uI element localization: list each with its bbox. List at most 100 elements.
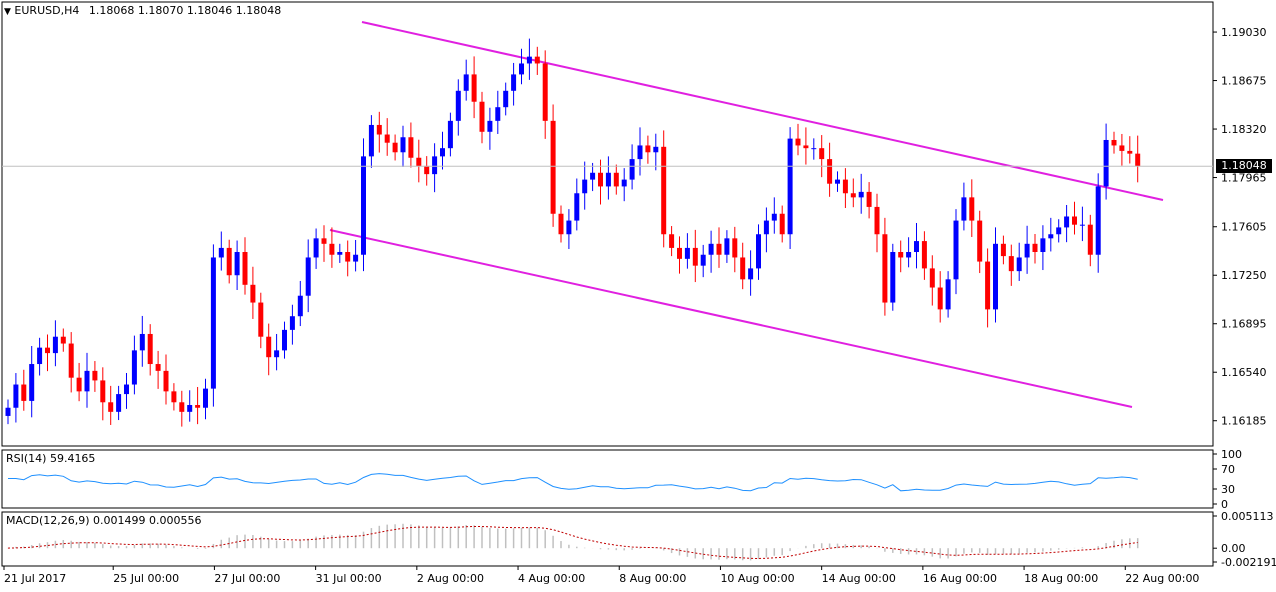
candle-body <box>827 159 833 184</box>
candle-body <box>700 254 706 266</box>
candle-body <box>155 364 161 371</box>
dropdown-triangle-icon[interactable]: ▼ <box>4 7 11 17</box>
candle-body <box>1135 153 1141 166</box>
candle-body <box>234 252 240 276</box>
candle-body <box>487 120 493 132</box>
candle-body <box>384 134 390 143</box>
candle-body <box>297 295 303 317</box>
candle-body <box>147 333 153 365</box>
candle-body <box>376 124 382 135</box>
candle-body <box>313 238 319 258</box>
price-tick-label: 1.19030 <box>1221 26 1267 39</box>
candle-body <box>503 90 509 108</box>
candle-body <box>471 74 477 102</box>
rsi-tick-label: 100 <box>1221 448 1242 461</box>
candle-body <box>835 179 840 184</box>
candle-body <box>345 252 351 262</box>
macd-tick-label: 0.00 <box>1221 542 1246 555</box>
candle-body <box>321 238 327 244</box>
candle-body <box>598 172 603 187</box>
candle-body <box>629 159 635 180</box>
price-tick-label: 1.18675 <box>1221 75 1267 88</box>
candle-body <box>218 247 224 258</box>
time-tick-label: 14 Aug 00:00 <box>822 572 896 585</box>
candle-body <box>353 254 359 262</box>
price-tick-label: 1.16185 <box>1221 415 1267 428</box>
candle-body <box>937 287 943 310</box>
candle-body <box>692 247 698 266</box>
price-tick-label: 1.16540 <box>1221 366 1267 379</box>
candle-body <box>266 336 272 358</box>
candle-body <box>985 261 991 310</box>
time-tick-label: 16 Aug 00:00 <box>923 572 997 585</box>
candle-body <box>1064 216 1070 228</box>
candle-body <box>890 252 896 303</box>
candle-body <box>1072 216 1077 225</box>
candle-body <box>416 157 422 166</box>
macd-title: MACD(12,26,9) 0.001499 0.000556 <box>6 514 202 527</box>
candle-body <box>842 179 848 194</box>
candle-body <box>1040 238 1046 253</box>
candle-body <box>131 350 137 385</box>
time-tick-label: 22 Aug 00:00 <box>1125 572 1199 585</box>
current-price-badge: 1.18048 <box>1216 159 1272 174</box>
candle-body <box>226 247 232 276</box>
candle-body <box>582 179 588 194</box>
candle-body <box>274 350 280 358</box>
time-tick-label: 31 Jul 00:00 <box>316 572 382 585</box>
candle-body <box>708 243 714 255</box>
candle-body <box>1111 139 1117 146</box>
price-tick-label: 1.17965 <box>1221 172 1267 185</box>
candle-body <box>455 90 461 121</box>
time-tick-label: 2 Aug 00:00 <box>417 572 484 585</box>
candle-body <box>850 193 856 198</box>
rsi-tick-label: 0 <box>1221 498 1228 511</box>
candle-body <box>866 191 872 207</box>
candle-body <box>282 329 287 351</box>
candle-body <box>795 138 801 146</box>
candle-body <box>305 257 311 296</box>
candle-body <box>882 234 888 303</box>
candlestick-series <box>5 38 1141 427</box>
candle-body <box>329 243 335 255</box>
candle-body <box>392 142 398 153</box>
candle-body <box>432 156 438 175</box>
candle-body <box>605 172 611 187</box>
candle-body <box>613 172 619 187</box>
candle-body <box>242 252 248 285</box>
candle-body <box>945 279 951 310</box>
rsi-line <box>8 473 1138 492</box>
candle-body <box>187 405 193 412</box>
time-tick-label: 8 Aug 00:00 <box>619 572 686 585</box>
candle-body <box>1000 243 1006 257</box>
candle-body <box>258 302 264 337</box>
candle-body <box>558 213 564 235</box>
candle-body <box>574 193 580 221</box>
price-tick-label: 1.17605 <box>1221 221 1267 234</box>
candle-body <box>669 234 675 248</box>
time-tick-label: 18 Aug 00:00 <box>1024 572 1098 585</box>
time-tick-label: 25 Jul 00:00 <box>113 572 179 585</box>
candle-body <box>969 197 975 221</box>
time-tick-label: 4 Aug 00:00 <box>518 572 585 585</box>
candle-body <box>542 63 548 121</box>
candle-body <box>45 347 50 354</box>
candle-body <box>210 257 216 389</box>
rsi-tick-label: 70 <box>1221 463 1235 476</box>
time-tick-label: 27 Jul 00:00 <box>214 572 280 585</box>
candle-body <box>179 402 185 412</box>
main-chart-title: ▼ EURUSD,H4 1.18068 1.18070 1.18046 1.18… <box>4 4 281 17</box>
candle-body <box>763 220 769 235</box>
candle-body <box>874 206 880 235</box>
candle-body <box>811 148 817 150</box>
candle-body <box>37 347 43 365</box>
candle-body <box>645 145 651 153</box>
macd-signal-line <box>7 526 1138 560</box>
candle-body <box>289 316 295 330</box>
candle-body <box>921 241 927 269</box>
candle-body <box>408 137 414 158</box>
candle-body <box>1032 243 1038 253</box>
candle-body <box>440 148 445 157</box>
